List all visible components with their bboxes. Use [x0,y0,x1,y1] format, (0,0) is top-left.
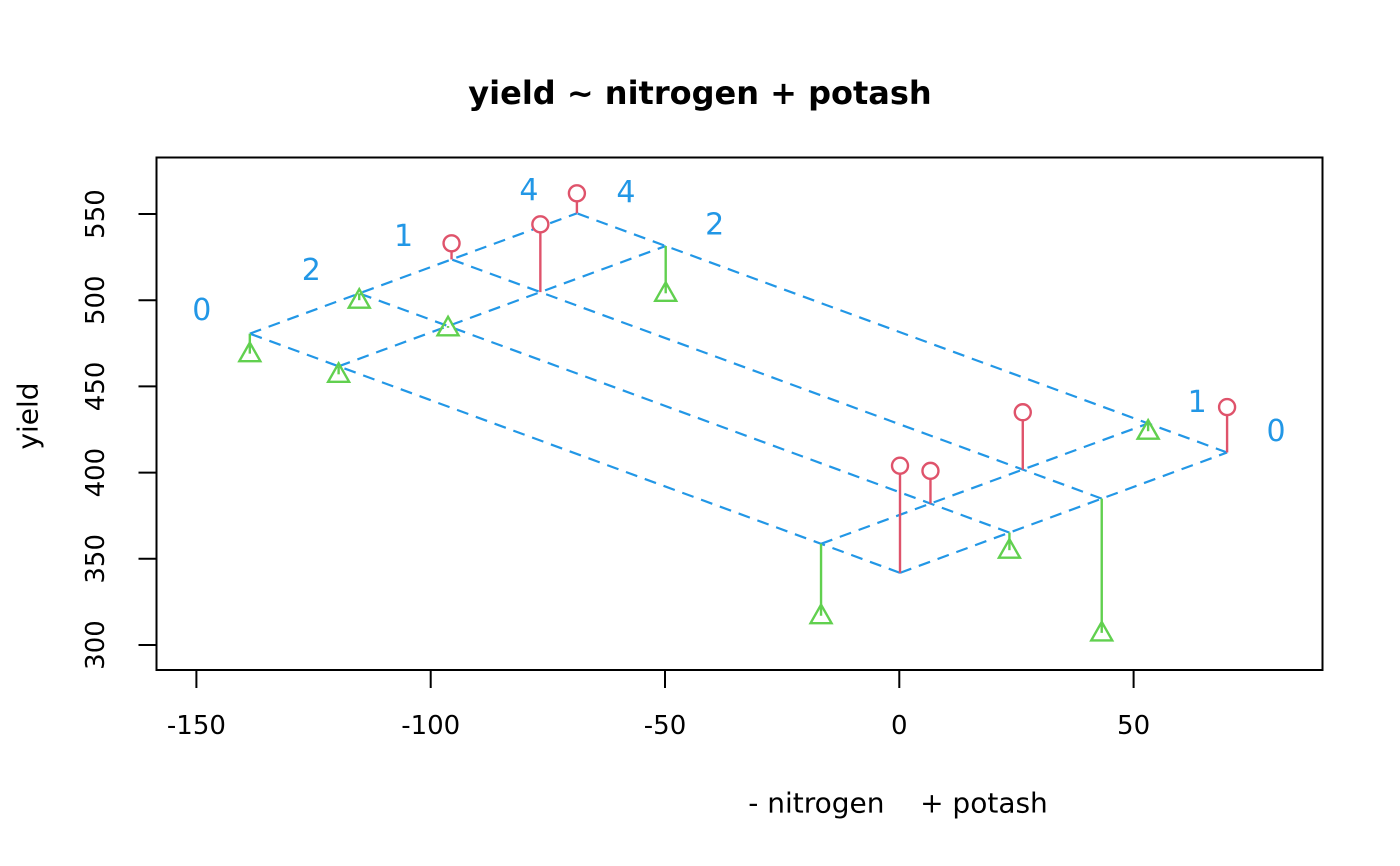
data-point-triangle-n1-p4 [1135,417,1161,440]
data-point-circle-n4-p4 [567,184,587,203]
x-tick-label: 0 [891,711,908,741]
data-point-triangle-n2-p4 [653,279,679,303]
data-point-circle-n1-p1 [1013,403,1032,422]
x-axis-title: - nitrogen + potash [748,786,1048,820]
lattice-line-potash-4 [576,212,1228,454]
nitrogen-level-label-2: 2 [705,207,724,242]
data-point-triangle-n0-p1 [1089,619,1115,642]
x-tick-label: -100 [401,711,460,741]
y-tick-label: 400 [81,448,111,498]
lattice-line-potash-0 [249,332,901,574]
data-point-triangle-n2-p2 [435,314,461,337]
potash-level-label-4: 4 [519,173,538,208]
potash-level-label-2: 2 [302,253,321,288]
data-point-circle-n0-p0 [890,456,910,475]
data-point-circle-n0-p4 [1217,397,1237,417]
chart-title: yield ~ nitrogen + potash [468,74,932,112]
data-point-triangle-n4-p2 [346,286,372,309]
x-tick-label: 50 [1117,711,1150,741]
y-tick-label: 550 [81,189,111,239]
data-point-circle-n1-p2 [921,461,940,481]
lattice-line-nitrogen-1 [820,422,1149,545]
potash-level-label-1: 1 [394,219,413,254]
x-tick-label: -50 [644,711,686,741]
nitrogen-level-label-1: 1 [1188,385,1207,420]
lattice-line-nitrogen-4 [249,212,578,335]
data-point-triangle-n2-p0 [326,360,352,384]
lattice-line-potash-1 [451,258,1103,500]
x-tick-label: -150 [167,711,226,741]
data-point-triangle-n0-p2 [996,536,1022,559]
nitrogen-level-label-4: 4 [616,175,635,210]
potash-level-label-0: 0 [192,293,211,328]
data-point-circle-n4-p1 [442,234,461,253]
nitrogen-level-label-0: 0 [1267,414,1286,449]
y-tick-label: 350 [81,534,111,584]
data-point-triangle-n1-p0 [808,602,834,625]
y-tick-label: 300 [81,620,111,670]
y-tick-label: 500 [81,275,111,325]
lattice-line-nitrogen-2 [338,244,667,368]
plot-box [155,156,1324,671]
data-point-circle-n2-p1 [531,215,550,234]
data-point-triangle-n4-p0 [237,340,263,363]
y-tick-label: 450 [81,362,111,412]
lattice-line-nitrogen-0 [899,451,1228,574]
lattice-line-potash-2 [358,292,1010,534]
